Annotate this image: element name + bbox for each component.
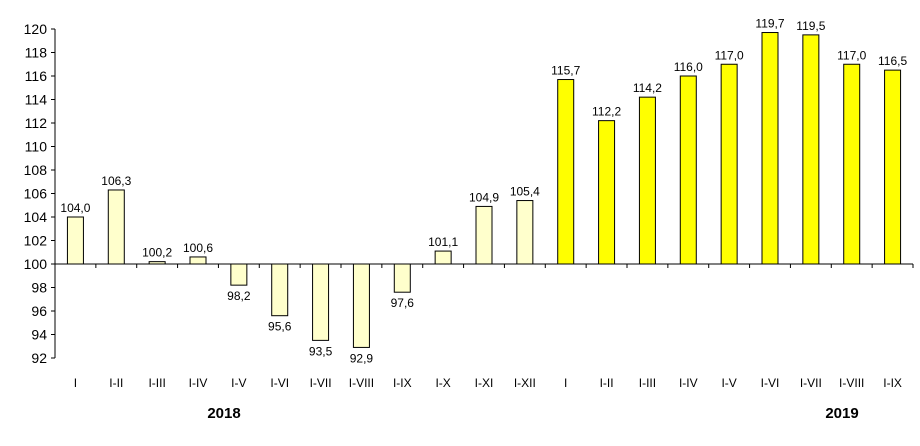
data-labels: 104,0 106,3 100,2 100,6 98,2 95,6 93,5 92,9 97,6… xyxy=(60,17,907,366)
data-label: 119,7 xyxy=(755,17,784,31)
data-label: 100,6 xyxy=(183,241,213,255)
category-label: I-XII xyxy=(514,376,536,390)
y-tick-label: 106 xyxy=(24,186,48,202)
bar-2019-I-VII xyxy=(802,34,820,265)
y-tick-label: 110 xyxy=(25,139,48,155)
bar-2019-I-VIII xyxy=(843,63,861,265)
category-label: I-II xyxy=(600,376,614,390)
y-tick-label: 96 xyxy=(31,303,47,319)
category-label: I xyxy=(74,376,77,390)
bar-2019-I-V xyxy=(720,63,738,265)
data-label: 106,3 xyxy=(101,174,131,188)
bar-2019-I-IV xyxy=(679,75,697,265)
data-label: 98,2 xyxy=(227,289,251,303)
bar-2018-I-VI xyxy=(271,263,289,317)
data-label: 93,5 xyxy=(309,344,333,358)
category-label: I-V xyxy=(231,376,246,390)
bar-2018-I-V xyxy=(230,263,248,286)
bar-2018-I-II xyxy=(107,189,125,265)
bar-2018-I-IV xyxy=(189,256,207,265)
bar-2019-I-III xyxy=(638,96,656,265)
category-label: I-VI xyxy=(270,376,289,390)
y-tick-label: 98 xyxy=(31,280,47,296)
y-tick-label: 116 xyxy=(25,68,48,84)
data-label: 104,9 xyxy=(469,190,499,204)
bar-2018-I-VII xyxy=(312,263,330,341)
bar-2018-I xyxy=(66,216,84,265)
category-label: I-X xyxy=(435,376,450,390)
bar-2019-I-IX xyxy=(884,69,902,265)
y-tick-label: 112 xyxy=(25,115,48,131)
y-tick-label: 104 xyxy=(24,209,48,225)
bar-2018-I-IX xyxy=(393,263,411,293)
bars xyxy=(66,32,902,348)
y-tick-label: 118 xyxy=(25,45,48,61)
year-label-2019: 2019 xyxy=(825,405,858,422)
y-tick-label: 120 xyxy=(24,21,48,37)
data-label: 101,1 xyxy=(428,235,458,249)
data-label: 116,0 xyxy=(674,60,703,74)
data-label: 116,5 xyxy=(878,54,907,68)
data-label: 97,6 xyxy=(391,296,415,310)
category-label: I-IX xyxy=(883,376,902,390)
bar-2019-I xyxy=(557,79,575,265)
data-label: 117,0 xyxy=(715,48,744,62)
bar-2018-I-VIII xyxy=(352,263,370,348)
y-tick-label: 92 xyxy=(31,350,47,366)
category-label: I-III xyxy=(148,376,165,390)
data-label: 105,4 xyxy=(510,185,540,199)
category-label: I-IV xyxy=(679,376,698,390)
y-tick-label: 102 xyxy=(24,233,48,249)
bar-2018-I-XI xyxy=(475,205,493,265)
bar-2018-I-XII xyxy=(516,200,534,265)
y-tick-label: 108 xyxy=(24,162,48,178)
category-label: I-V xyxy=(721,376,736,390)
category-label: I-VI xyxy=(761,376,780,390)
category-label: I-IV xyxy=(189,376,208,390)
category-label: I-VII xyxy=(310,376,332,390)
year-label-2018: 2018 xyxy=(207,405,240,422)
bar-2018-I-III xyxy=(148,261,166,265)
data-label: 92,9 xyxy=(350,351,374,365)
bar-2018-I-X xyxy=(434,250,452,265)
data-label: 95,6 xyxy=(268,320,292,334)
category-labels: I I-II I-III I-IV I-V I-VI I-VII I-VIII I-IX I-X I… xyxy=(74,376,902,390)
data-label: 100,2 xyxy=(142,246,172,260)
category-label: I-VII xyxy=(800,376,822,390)
bar-2019-I-VI xyxy=(761,32,779,265)
category-label: I-XI xyxy=(475,376,494,390)
y-tick-label: 94 xyxy=(31,327,47,343)
data-label: 115,7 xyxy=(551,64,580,78)
category-label: I-VIII xyxy=(839,376,864,390)
y-tick-label: 100 xyxy=(24,256,48,272)
category-label: I xyxy=(564,376,567,390)
category-label: I-VIII xyxy=(349,376,374,390)
category-label: I-II xyxy=(109,376,123,390)
category-label: I-III xyxy=(639,376,656,390)
bar-2019-I-II xyxy=(598,120,616,265)
data-label: 112,2 xyxy=(592,105,621,119)
data-label: 117,0 xyxy=(837,48,866,62)
data-label: 119,5 xyxy=(796,19,825,33)
data-label: 104,0 xyxy=(60,201,90,215)
category-label: I-IX xyxy=(393,376,412,390)
y-tick-label: 114 xyxy=(25,92,48,108)
data-label: 114,2 xyxy=(633,81,662,95)
